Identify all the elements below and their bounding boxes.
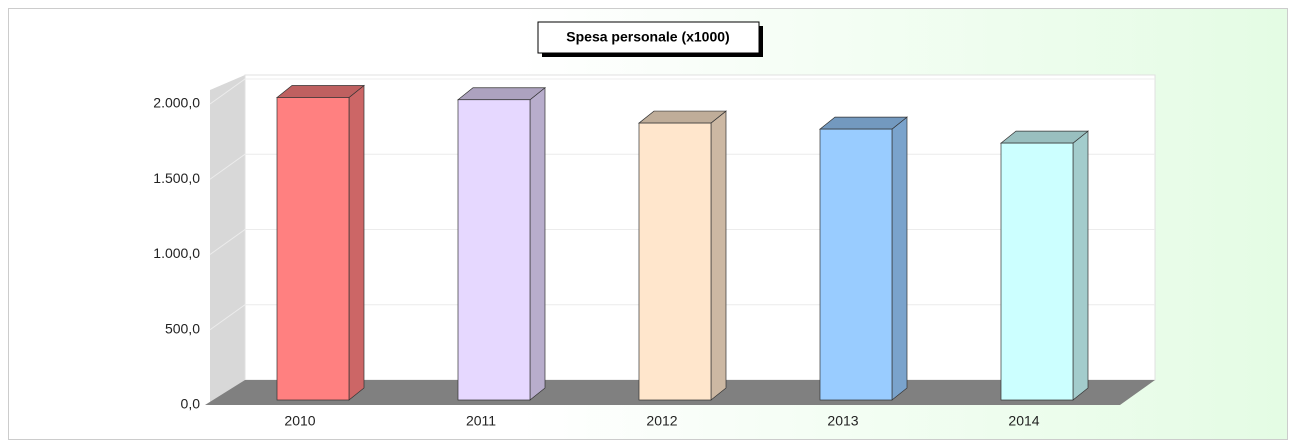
y-tick-label: 2.000,0 [153, 95, 200, 111]
bar-top [638, 110, 727, 124]
x-tick-label: 2010 [284, 413, 315, 429]
bar-front [638, 122, 712, 401]
bar [276, 84, 365, 401]
bar [1000, 130, 1089, 401]
bar [457, 87, 546, 401]
bar-side [891, 116, 908, 401]
grid-line [209, 78, 1155, 105]
bar-front [457, 99, 531, 401]
y-tick-label: 0,0 [181, 396, 201, 412]
bar-front [819, 128, 893, 401]
bar-top [1000, 130, 1089, 144]
bar-top [276, 85, 365, 98]
bar-front [1000, 142, 1074, 401]
bar-side [529, 87, 546, 401]
title-box [537, 21, 760, 54]
y-tick-label: 1.500,0 [153, 170, 200, 186]
y-tick-label: 1.000,0 [153, 245, 200, 261]
bar [638, 110, 727, 401]
y-tick-label: 500,0 [165, 320, 200, 336]
chart-title: Spesa personale (x1000) [566, 29, 729, 45]
x-tick-label: 2011 [466, 413, 496, 429]
bar-top [819, 116, 908, 130]
bar-front [276, 97, 350, 401]
x-tick-label: 2014 [1008, 413, 1039, 429]
x-tick-label: 2013 [827, 413, 858, 429]
bar-side [1072, 130, 1089, 401]
bar-side [710, 110, 727, 401]
bar [819, 116, 908, 401]
bar-side [348, 84, 365, 401]
x-tick-label: 2012 [646, 413, 677, 429]
left-wall [210, 75, 245, 405]
bar-top [457, 87, 546, 101]
